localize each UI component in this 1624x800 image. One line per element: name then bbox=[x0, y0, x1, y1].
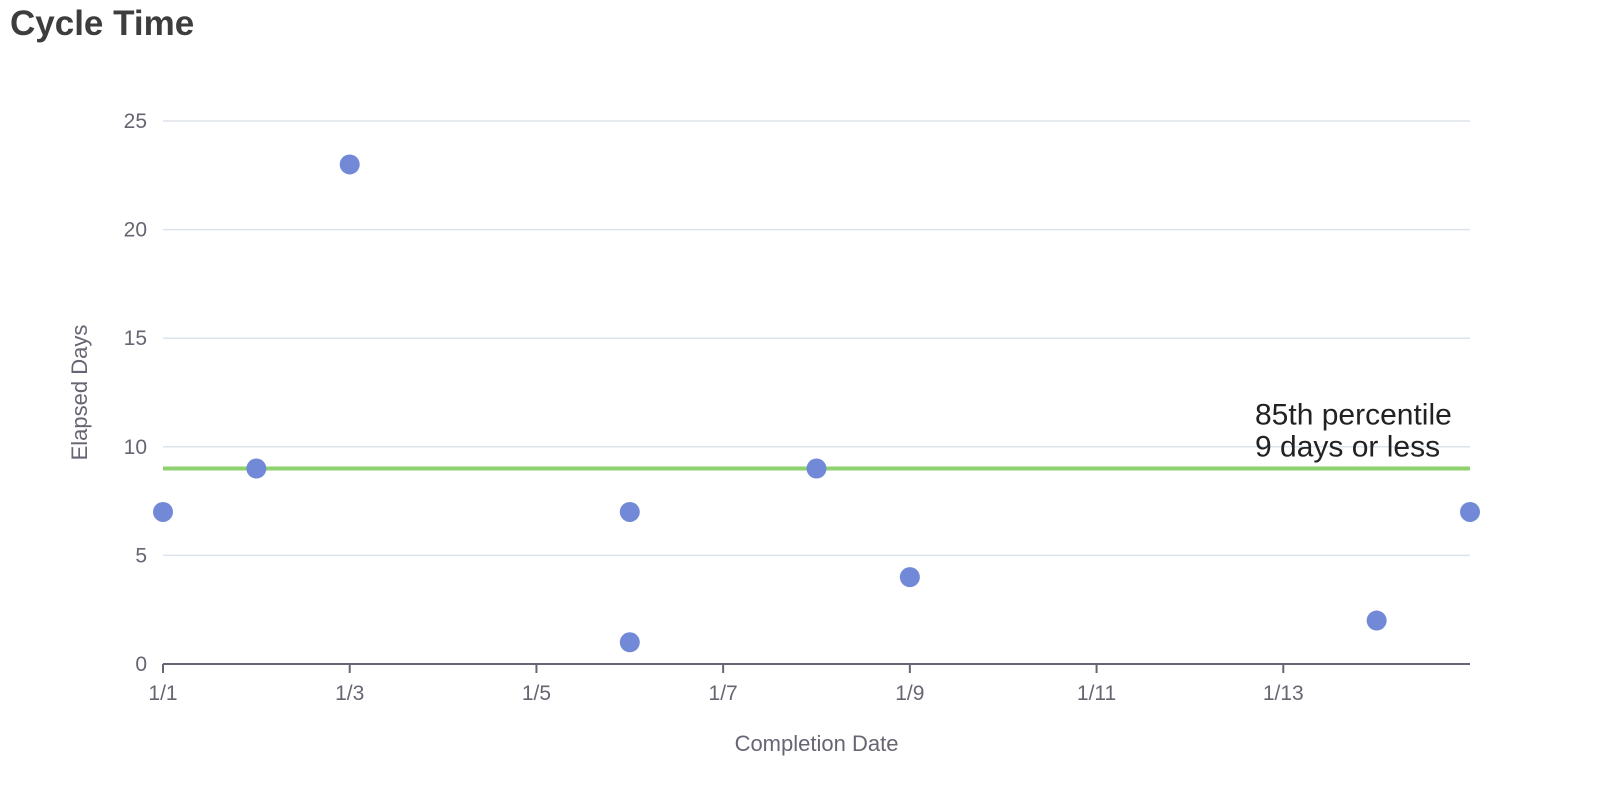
percentile-label-line: 85th percentile bbox=[1255, 399, 1452, 432]
x-axis-title: Completion Date bbox=[735, 731, 899, 756]
y-tick-label: 25 bbox=[124, 110, 147, 133]
y-tick-label: 0 bbox=[135, 653, 147, 676]
data-point[interactable] bbox=[619, 632, 640, 653]
x-tick-label: 1/9 bbox=[895, 682, 924, 705]
percentile-label-line: 9 days or less bbox=[1255, 431, 1440, 464]
data-point[interactable] bbox=[899, 567, 920, 588]
x-tick-label: 1/1 bbox=[148, 682, 177, 705]
data-point[interactable] bbox=[153, 501, 173, 522]
data-point[interactable] bbox=[339, 154, 360, 175]
grid-lines bbox=[163, 120, 1470, 557]
y-axis-title: Elapsed Days bbox=[67, 325, 92, 461]
data-point[interactable] bbox=[619, 501, 640, 522]
x-tick-label: 1/11 bbox=[1077, 682, 1116, 705]
data-point[interactable] bbox=[806, 458, 827, 479]
x-tick-label: 1/13 bbox=[1263, 682, 1304, 705]
data-point[interactable] bbox=[1366, 610, 1387, 631]
data-points bbox=[153, 154, 1480, 653]
y-tick-label: 5 bbox=[135, 544, 147, 567]
y-tick-label: 15 bbox=[124, 327, 147, 350]
data-point[interactable] bbox=[246, 458, 267, 479]
y-tick-label: 10 bbox=[124, 436, 147, 459]
axes bbox=[162, 663, 1470, 673]
x-tick-label: 1/5 bbox=[522, 682, 551, 705]
x-tick-label: 1/7 bbox=[709, 682, 738, 705]
y-tick-label: 20 bbox=[124, 219, 147, 242]
page-title: Cycle Time bbox=[10, 4, 195, 43]
axis-labels: 0 5 10 15 20 25 1/1 1/3 1/5 1/7 1/9 1/11 1/13 Complet… bbox=[67, 110, 1304, 756]
x-tick-label: 1/3 bbox=[335, 682, 364, 705]
data-point[interactable] bbox=[1460, 501, 1480, 522]
